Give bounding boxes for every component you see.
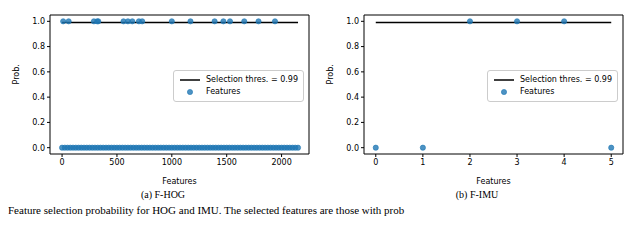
svg-text:0.4: 0.4 [346, 93, 359, 102]
svg-text:0.0: 0.0 [32, 144, 45, 153]
svg-text:0.4: 0.4 [32, 93, 45, 102]
svg-text:Prob.: Prob. [12, 64, 21, 84]
svg-text:0.8: 0.8 [32, 42, 45, 51]
svg-text:0.6: 0.6 [32, 68, 45, 77]
html-text:Features: Features [520, 87, 555, 96]
svg-text:4: 4 [562, 158, 567, 167]
html-text:Selection thres. = 0.99: Selection thres. = 0.99 [206, 75, 298, 84]
svg-text:1.0: 1.0 [32, 17, 45, 26]
html-text:(b) F-IMU: (b) F-IMU [455, 189, 499, 200]
svg-text:0: 0 [373, 158, 378, 167]
svg-text:1000: 1000 [162, 158, 182, 167]
svg-text:Features: Features [162, 177, 196, 186]
html-text:Features: Features [206, 87, 241, 96]
svg-text:0.2: 0.2 [32, 118, 45, 127]
html-text:Selection thres. = 0.99: Selection thres. = 0.99 [520, 75, 612, 84]
svg-text:0.0: 0.0 [346, 144, 359, 153]
svg-text:1: 1 [420, 158, 425, 167]
html-text:Feature selection probability: Feature selection probability for HOG an… [8, 204, 405, 216]
svg-text:0.8: 0.8 [346, 42, 359, 51]
svg-text:Prob.: Prob. [326, 64, 335, 84]
html-text:(a) F-HOG: (a) F-HOG [140, 189, 186, 200]
svg-text:0.2: 0.2 [346, 118, 359, 127]
svg-text:2000: 2000 [271, 158, 291, 167]
svg-text:1.0: 1.0 [346, 17, 359, 26]
svg-text:2: 2 [467, 158, 472, 167]
svg-text:0: 0 [60, 158, 65, 167]
svg-text:1500: 1500 [217, 158, 237, 167]
svg-text:3: 3 [514, 158, 519, 167]
svg-text:0.6: 0.6 [346, 68, 359, 77]
svg-text:500: 500 [109, 158, 124, 167]
svg-text:Features: Features [476, 177, 510, 186]
svg-text:5: 5 [609, 158, 614, 167]
